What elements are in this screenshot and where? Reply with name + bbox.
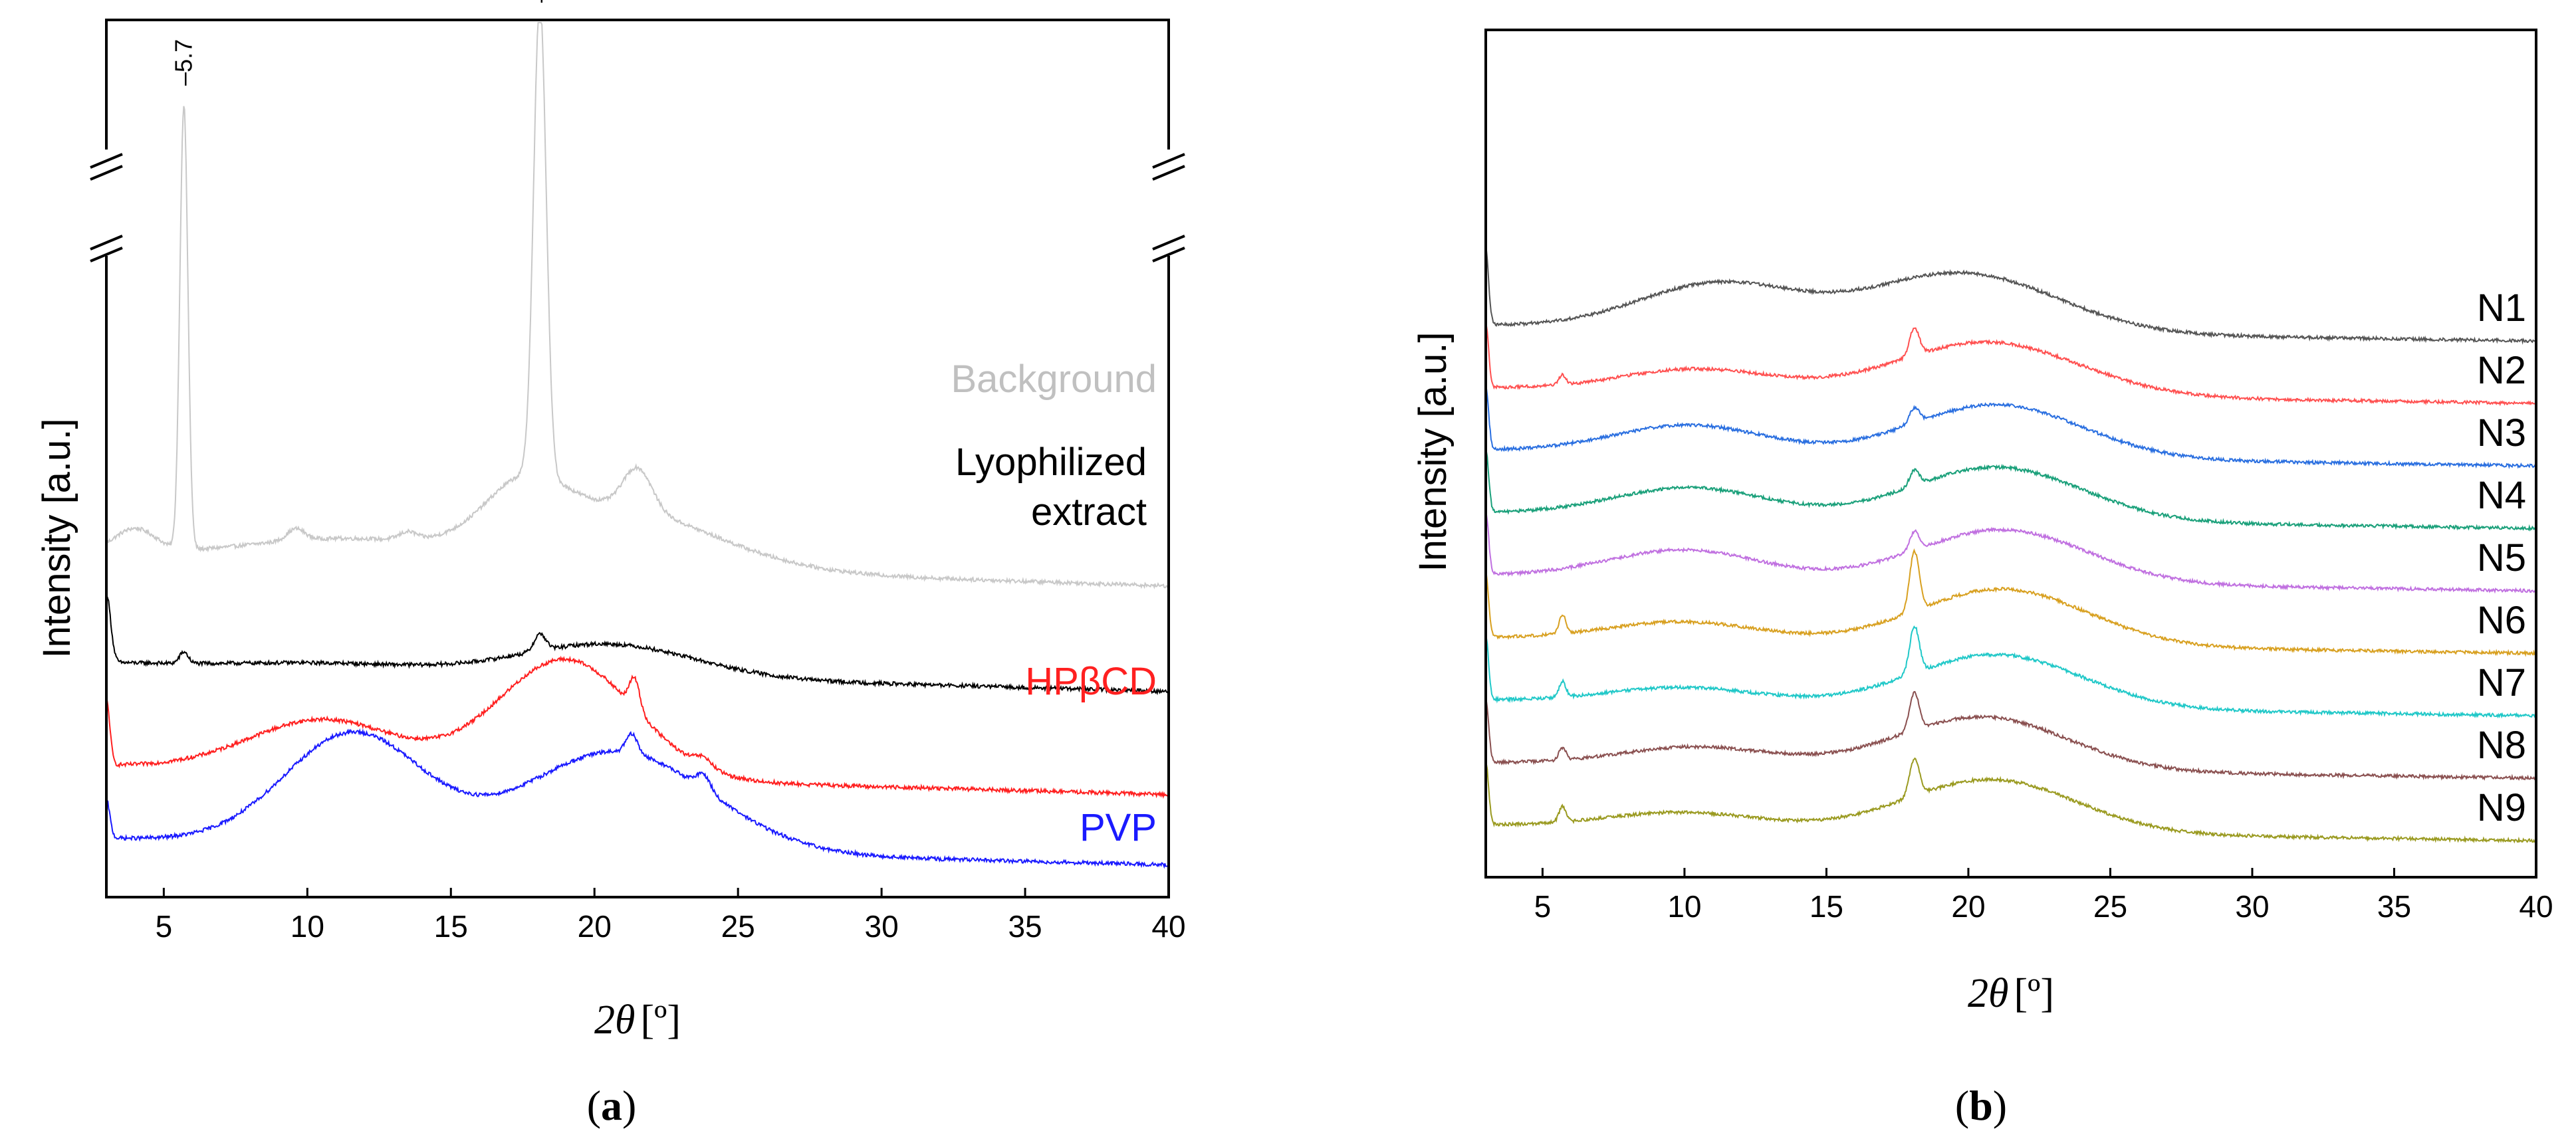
series-line-n4 (1485, 450, 2537, 532)
series-line-n5 (1485, 512, 2537, 594)
series-label: N9 (2477, 786, 2526, 829)
panel-a-frame (105, 19, 1170, 898)
panel-b-series-labels: N1 N2 N3 N4 N5 N6 N7 N8 N9 (2477, 286, 2526, 829)
panel-a-peak-annotations: –5.7 –18.1 (170, 0, 554, 86)
x-tick-label: 30 (865, 909, 899, 944)
series-line-n3 (1485, 387, 2537, 469)
series-line-background (106, 22, 1169, 589)
series-line-n1 (1485, 250, 2537, 345)
series-label: N2 (2477, 349, 2526, 392)
x-tick-label: 5 (1534, 889, 1552, 924)
series-label: Background (951, 358, 1157, 401)
series-label: Lyophilized (955, 441, 1147, 484)
series-line-n2 (1485, 325, 2537, 407)
series-line-pvp (106, 728, 1169, 869)
x-tick-label: 20 (1951, 889, 1985, 924)
x-tick-label: 20 (578, 909, 612, 944)
panel-a-xlabel: 2θ [º] (594, 997, 681, 1043)
panel-b-x-ticks: 5 10 15 20 25 30 35 40 (1534, 868, 2553, 924)
series-label: PVP (1080, 806, 1157, 849)
panel-a-series-group (106, 22, 1169, 869)
x-tick-label: 10 (291, 909, 324, 944)
panel-a-axis-break-right (1152, 150, 1185, 262)
series-line-n9 (1485, 757, 2537, 844)
x-tick-label: 40 (2519, 889, 2553, 924)
series-line-hp-cd (106, 655, 1169, 799)
x-tick-label: 30 (2235, 889, 2269, 924)
series-line-lyophilized-extract (106, 592, 1169, 696)
panel-b-xlabel-unit: [º] (2014, 971, 2054, 1016)
x-tick-label: 25 (2093, 889, 2127, 924)
panel-a: Intensity [a.u.] Background Lyophilized ex… (35, 0, 1186, 1129)
panel-b: Intensity [a.u.] N1 N2 N3 N4 N5 N6 N7 N8 N9 5 10 1… (1411, 29, 2553, 1129)
panel-b-caption-letter: b (1969, 1082, 1993, 1129)
series-label: N1 (2477, 286, 2526, 330)
series-label: N8 (2477, 724, 2526, 767)
panel-a-xlabel-unit: [º] (640, 997, 681, 1043)
panel-b-series-group (1485, 250, 2537, 844)
x-tick-label: 25 (721, 909, 755, 944)
series-line-n6 (1485, 548, 2537, 657)
series-label: extract (1031, 490, 1147, 534)
panel-b-xlabel-symbol: 2θ (1968, 971, 2008, 1016)
peak-annotation: –18.1 (526, 0, 553, 3)
peak-annotation: –5.7 (170, 39, 197, 86)
x-tick-label: 35 (2377, 889, 2411, 924)
panel-b-caption: (b) (1955, 1082, 2007, 1129)
series-label: N7 (2477, 661, 2526, 704)
panel-a-xlabel-symbol: 2θ (594, 997, 635, 1043)
x-tick-label: 10 (1667, 889, 1701, 924)
series-label: N4 (2477, 474, 2526, 517)
series-label: N3 (2477, 411, 2526, 455)
panel-b-ylabel: Intensity [a.u.] (1411, 332, 1455, 572)
x-tick-label: 40 (1151, 909, 1185, 944)
series-label: HPβCD (1025, 660, 1157, 703)
panel-b-xlabel: 2θ [º] (1968, 971, 2054, 1016)
series-label: N6 (2477, 599, 2526, 642)
panel-a-caption: (a) (587, 1082, 637, 1129)
x-tick-label: 15 (434, 909, 468, 944)
x-tick-label: 15 (1810, 889, 1843, 924)
panel-a-x-ticks: 5 10 15 20 25 30 35 40 (156, 888, 1186, 944)
panel-a-caption-letter: a (601, 1082, 622, 1129)
x-tick-label: 35 (1008, 909, 1042, 944)
panel-a-axis-break-left (90, 150, 123, 262)
series-line-n8 (1485, 690, 2537, 781)
panel-a-ylabel: Intensity [a.u.] (35, 418, 78, 658)
panel-a-series-labels: Background Lyophilized extract HPβCD PVP (951, 358, 1157, 849)
x-tick-label: 5 (156, 909, 173, 944)
series-label: N5 (2477, 536, 2526, 579)
series-line-n7 (1485, 625, 2537, 719)
panel-b-frame (1484, 29, 2537, 879)
